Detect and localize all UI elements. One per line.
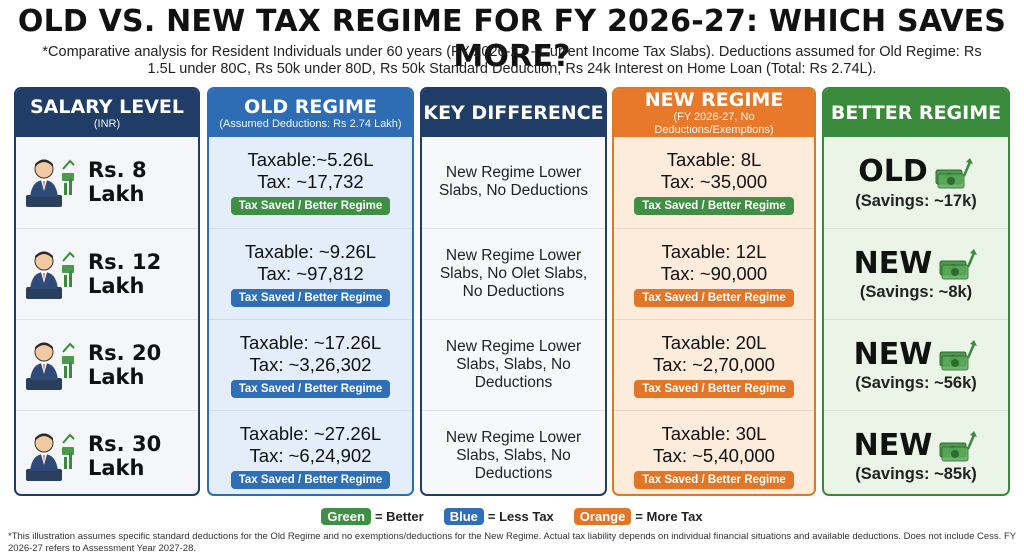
new-badge: Tax Saved / Better Regime [634,288,794,307]
new-taxable: Taxable: 30L [661,422,767,444]
new-badge: Tax Saved / Better Regime [634,379,794,398]
key-difference-text: New Regime Lower Slabs, Slabs, No Deduct… [445,428,582,482]
businessman-icon [24,338,78,392]
old-regime-cell: Taxable:~5.26L Tax: ~17,732 Tax Saved / … [209,137,412,227]
old-tax: Tax: ~6,24,902 [249,444,372,466]
businessman-icon [24,155,78,209]
key-difference-text: New Regime Lower Slabs, No Olet Slabs, N… [439,246,588,300]
new-tax: Tax: ~5,40,000 [653,444,775,466]
key-difference-cell: New Regime Lower Slabs, No Olet Slabs, N… [422,228,605,318]
old-taxable: Taxable: ~17.26L [239,331,382,353]
new-tax: Tax: ~90,000 [660,262,768,284]
new-tax: Tax: ~2,70,000 [653,353,775,375]
businessman-icon [24,247,78,301]
new-taxable: Taxable: 12L [661,240,767,262]
old-taxable: Taxable: ~9.26L [244,240,377,262]
legend-item-green: Green = Better [321,508,424,525]
old-regime-cell: Taxable: ~17.26L Tax: ~3,26,302 Tax Save… [209,319,412,409]
old-badge: Tax Saved / Better Regime [230,470,391,489]
new-taxable: Taxable: 8L [666,149,762,170]
legend-chip: Blue [443,508,484,525]
key-difference-column: KEY DIFFERENCE New Regime Lower Slabs, N… [420,87,607,496]
better-regime-column: BETTER REGIME OLD (Savings: ~17k) NEW (S… [822,87,1010,496]
old-regime-cell: Taxable: ~27.26L Tax: ~6,24,902 Tax Save… [209,410,412,494]
better-regime-header: BETTER REGIME [824,89,1008,137]
better-regime-cell: NEW (Savings: ~85k) [824,410,1008,494]
better-regime-cell: NEW (Savings: ~56k) [824,319,1008,409]
new-regime-cell: Taxable: 8L Tax: ~35,000 Tax Saved / Bet… [614,137,814,227]
old-tax: Tax: ~3,26,302 [249,353,372,375]
legend-chip: Green [321,508,371,525]
old-regime-header: OLD REGIME (Assumed Deductions: Rs 2.74 … [209,89,412,137]
old-tax: Tax: ~17,732 [257,171,364,192]
savings-text: (Savings: ~56k) [855,374,977,392]
better-regime-cell: OLD (Savings: ~17k) [824,137,1008,227]
salary-header-sub: (INR) [93,117,121,130]
legend-text: = Better [374,509,424,524]
footnote: *This illustration assumes specific stan… [8,531,1016,554]
salary-cell: Rs. 12 Lakh [16,228,198,318]
salary-cell: Rs. 20 Lakh [16,319,198,409]
key-difference-text: New Regime Lower Slabs, Slabs, No Deduct… [445,337,582,391]
money-growth-icon [938,245,978,281]
better-regime-word: NEW [853,427,933,463]
key-difference-text: New Regime Lower Slabs, No Deductions [438,164,589,199]
better-regime-word: NEW [853,245,933,281]
salary-header-title: SALARY LEVEL [29,95,185,118]
legend-item-orange: Orange = More Tax [573,508,703,525]
salary-value: Rs. 20 Lakh [88,340,162,389]
money-growth-icon [938,427,978,463]
old-badge: Tax Saved / Better Regime [230,197,391,215]
salary-cell: Rs. 8 Lakh [16,137,198,227]
legend-text: = Less Tax [487,509,554,524]
old-taxable: Taxable: ~27.26L [239,422,382,444]
key-difference-cell: New Regime Lower Slabs, Slabs, No Deduct… [422,410,605,494]
new-taxable: Taxable: 20L [661,331,767,353]
salary-value: Rs. 12 Lakh [88,249,162,298]
key-difference-cell: New Regime Lower Slabs, Slabs, No Deduct… [422,319,605,409]
money-growth-icon [938,336,978,372]
key-difference-header: KEY DIFFERENCE [422,89,605,137]
new-badge: Tax Saved / Better Regime [634,470,794,489]
salary-header: SALARY LEVEL (INR) [16,89,198,137]
legend-text: = More Tax [635,509,703,524]
old-badge: Tax Saved / Better Regime [230,379,391,398]
old-badge: Tax Saved / Better Regime [230,288,391,307]
old-regime-header-title: OLD REGIME [244,95,377,118]
salary-value: Rs. 30 Lakh [88,431,162,480]
new-regime-header-title: NEW REGIME [644,89,784,111]
new-regime-column: NEW REGIME (FY 2026-27, No Deductions/Ex… [612,87,816,496]
new-regime-header-sub: (FY 2026-27, No Deductions/Exemptions) [654,111,774,136]
new-regime-cell: Taxable: 12L Tax: ~90,000 Tax Saved / Be… [614,228,814,318]
better-regime-word: NEW [853,336,933,372]
key-difference-cell: New Regime Lower Slabs, No Deductions [422,137,605,227]
legend-chip: Orange [573,508,632,525]
old-regime-column: OLD REGIME (Assumed Deductions: Rs 2.74 … [207,87,414,496]
old-regime-cell: Taxable: ~9.26L Tax: ~97,812 Tax Saved /… [209,228,412,318]
salary-column: SALARY LEVEL (INR) Rs. 8 Lakh Rs. 12 Lak… [14,87,200,496]
salary-value: Rs. 8 Lakh [88,158,147,206]
key-difference-header-title: KEY DIFFERENCE [423,102,604,124]
new-tax: Tax: ~35,000 [660,171,768,192]
money-growth-icon [934,154,974,190]
new-badge: Tax Saved / Better Regime [634,197,794,215]
savings-text: (Savings: ~85k) [855,465,977,483]
savings-text: (Savings: ~8k) [859,283,973,301]
page-title: OLD VS. NEW TAX REGIME FOR FY 2026-27: W… [17,4,1007,74]
legend: Green = Better Blue = Less Tax Orange = … [0,508,1024,525]
new-regime-cell: Taxable: 30L Tax: ~5,40,000 Tax Saved / … [614,410,814,494]
better-regime-cell: NEW (Savings: ~8k) [824,228,1008,318]
new-regime-cell: Taxable: 20L Tax: ~2,70,000 Tax Saved / … [614,319,814,409]
better-regime-header-title: BETTER REGIME [830,102,1002,124]
savings-text: (Savings: ~17k) [855,191,977,210]
old-tax: Tax: ~97,812 [257,262,364,284]
new-regime-header: NEW REGIME (FY 2026-27, No Deductions/Ex… [614,89,814,137]
page-subtitle: *Comparative analysis for Resident Indiv… [42,44,982,77]
businessman-icon [24,429,78,483]
better-regime-word: OLD [858,154,928,189]
legend-item-blue: Blue = Less Tax [443,508,554,525]
salary-cell: Rs. 30 Lakh [16,410,198,494]
old-taxable: Taxable:~5.26L [247,149,374,170]
old-regime-header-sub: (Assumed Deductions: Rs 2.74 Lakh) [219,117,402,130]
